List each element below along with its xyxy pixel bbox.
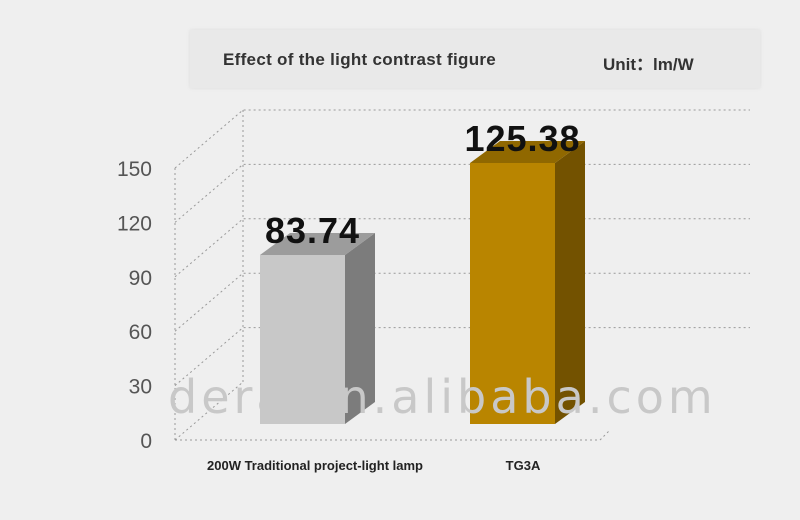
chart-title-box: Effect of the light contrast figure Unit… (190, 30, 760, 88)
watermark: dera.en.alibaba.com (168, 370, 717, 424)
data-label: 125.38 (464, 118, 580, 159)
x-category-label: 200W Traditional project-light lamp (207, 458, 423, 473)
y-tick-label: 0 (140, 430, 152, 453)
y-tick-label: 150 (117, 158, 152, 181)
axis-floor-line (174, 381, 611, 441)
bar-front (260, 255, 345, 424)
bar-top (260, 233, 375, 255)
y-tick-label: 30 (129, 376, 152, 399)
y-tick-label: 120 (117, 212, 152, 235)
y-tick-label: 60 (129, 321, 152, 344)
chart-unit: Unit：lm/W (603, 55, 694, 74)
bar-front (470, 163, 555, 424)
bar-top (470, 141, 585, 163)
x-category-label: TG3A (506, 458, 541, 473)
gridline (174, 163, 750, 223)
data-label: 83.74 (265, 210, 360, 251)
chart-title: Effect of the light contrast figure (223, 50, 497, 69)
gridline (174, 109, 750, 169)
y-tick-label: 90 (129, 267, 152, 290)
bar-side (555, 141, 585, 424)
bar-side (345, 233, 375, 424)
